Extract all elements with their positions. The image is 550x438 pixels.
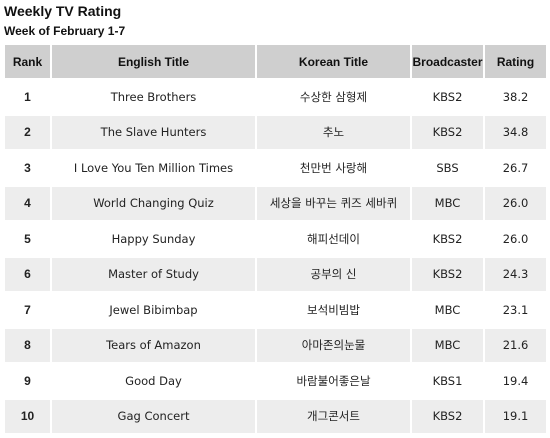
cell-english-title: I Love You Ten Million Times (52, 151, 255, 185)
cell-rating: 19.4 (485, 364, 546, 398)
cell-english-title: World Changing Quiz (52, 186, 255, 220)
cell-english-title: Three Brothers (52, 80, 255, 114)
column-header-rating: Rating (485, 45, 546, 78)
table-header-row: Rank English Title Korean Title Broadcas… (5, 45, 546, 78)
table-row: 4 World Changing Quiz 세상을 바꾸는 퀴즈 세바퀴 MBC… (5, 186, 546, 220)
table-row: 2 The Slave Hunters 추노 KBS2 34.8 (5, 115, 546, 149)
cell-rank: 2 (5, 115, 50, 149)
cell-rank: 1 (5, 80, 50, 114)
cell-english-title: Master of Study (52, 257, 255, 291)
column-header-english-title: English Title (52, 45, 255, 78)
cell-korean-title: 해피선데이 (257, 222, 410, 256)
cell-broadcaster: KBS2 (412, 399, 483, 433)
cell-korean-title: 아마존의눈물 (257, 328, 410, 362)
table-row: 3 I Love You Ten Million Times 천만번 사랑해 S… (5, 151, 546, 185)
cell-english-title: Happy Sunday (52, 222, 255, 256)
cell-english-title: The Slave Hunters (52, 115, 255, 149)
table-body: 1 Three Brothers 수상한 삼형제 KBS2 38.2 2 The… (5, 80, 546, 433)
cell-english-title: Jewel Bibimbap (52, 293, 255, 327)
cell-korean-title: 보석비빔밥 (257, 293, 410, 327)
cell-korean-title: 개그콘서트 (257, 399, 410, 433)
cell-english-title: Good Day (52, 364, 255, 398)
table-row: 7 Jewel Bibimbap 보석비빔밥 MBC 23.1 (5, 293, 546, 327)
page-subtitle: Week of February 1-7 (4, 24, 126, 38)
table-row: 5 Happy Sunday 해피선데이 KBS2 26.0 (5, 222, 546, 256)
table-row: 8 Tears of Amazon 아마존의눈물 MBC 21.6 (5, 328, 546, 362)
rating-table: Rank English Title Korean Title Broadcas… (3, 43, 548, 435)
cell-rating: 38.2 (485, 80, 546, 114)
cell-rank: 8 (5, 328, 50, 362)
cell-rating: 19.1 (485, 399, 546, 433)
column-header-rank: Rank (5, 45, 50, 78)
cell-broadcaster: SBS (412, 151, 483, 185)
table-row: 1 Three Brothers 수상한 삼형제 KBS2 38.2 (5, 80, 546, 114)
cell-broadcaster: KBS2 (412, 257, 483, 291)
cell-korean-title: 천만번 사랑해 (257, 151, 410, 185)
cell-broadcaster: KBS2 (412, 80, 483, 114)
table-row: 6 Master of Study 공부의 신 KBS2 24.3 (5, 257, 546, 291)
cell-rank: 5 (5, 222, 50, 256)
cell-rank: 3 (5, 151, 50, 185)
cell-korean-title: 수상한 삼형제 (257, 80, 410, 114)
cell-english-title: Tears of Amazon (52, 328, 255, 362)
page-title: Weekly TV Rating (4, 3, 122, 19)
cell-broadcaster: MBC (412, 328, 483, 362)
cell-rating: 34.8 (485, 115, 546, 149)
cell-broadcaster: KBS2 (412, 115, 483, 149)
cell-rank: 7 (5, 293, 50, 327)
cell-korean-title: 세상을 바꾸는 퀴즈 세바퀴 (257, 186, 410, 220)
cell-rank: 4 (5, 186, 50, 220)
cell-rating: 24.3 (485, 257, 546, 291)
cell-english-title: Gag Concert (52, 399, 255, 433)
cell-korean-title: 공부의 신 (257, 257, 410, 291)
cell-broadcaster: MBC (412, 186, 483, 220)
cell-rank: 9 (5, 364, 50, 398)
cell-rating: 23.1 (485, 293, 546, 327)
table-row: 10 Gag Concert 개그콘서트 KBS2 19.1 (5, 399, 546, 433)
column-header-korean-title: Korean Title (257, 45, 410, 78)
cell-rating: 26.0 (485, 186, 546, 220)
cell-rating: 26.0 (485, 222, 546, 256)
cell-broadcaster: KBS2 (412, 222, 483, 256)
cell-korean-title: 바람불어좋은날 (257, 364, 410, 398)
cell-rank: 6 (5, 257, 50, 291)
cell-rank: 10 (5, 399, 50, 433)
cell-rating: 26.7 (485, 151, 546, 185)
cell-rating: 21.6 (485, 328, 546, 362)
cell-korean-title: 추노 (257, 115, 410, 149)
cell-broadcaster: KBS1 (412, 364, 483, 398)
table-row: 9 Good Day 바람불어좋은날 KBS1 19.4 (5, 364, 546, 398)
column-header-broadcaster: Broadcaster (412, 45, 483, 78)
cell-broadcaster: MBC (412, 293, 483, 327)
